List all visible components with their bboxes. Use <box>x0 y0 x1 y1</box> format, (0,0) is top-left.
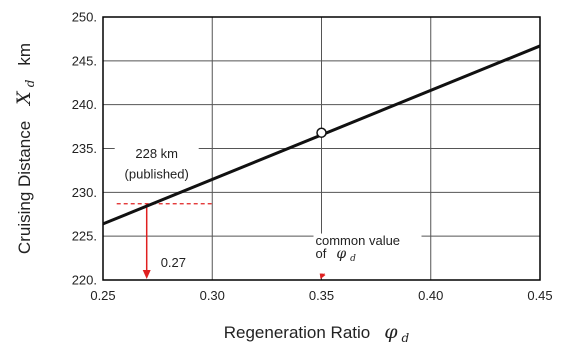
common-value-symbol-sub: d <box>350 254 356 264</box>
x-tick-labels: 0.25 0.30 0.35 0.40 0.45 <box>90 288 552 303</box>
published-label-note: (published) <box>125 167 189 182</box>
common-value-label: common value <box>316 233 401 248</box>
y-tick-label: 240. <box>72 97 97 112</box>
x-tick-label: 0.40 <box>418 288 443 303</box>
y-tick-label: 250. <box>72 10 97 25</box>
plot-frame <box>102 16 541 281</box>
x-tick-label: 0.45 <box>527 288 552 303</box>
y-tick-label: 230. <box>72 185 97 200</box>
x-tick-label: 0.30 <box>200 288 225 303</box>
x-tick-label: 0.25 <box>90 288 115 303</box>
x-axis-symbol: φ <box>384 321 398 343</box>
x-axis-symbol-sub: d <box>402 331 410 345</box>
y-axis-unit: km <box>15 43 34 66</box>
published-arrow-head <box>142 270 151 279</box>
y-tick-label: 220. <box>72 273 97 288</box>
published-label-value: 228 km <box>135 146 178 161</box>
x-axis-title: Regeneration Ratio φ d <box>224 321 410 345</box>
published-x-value: 0.27 <box>161 255 186 270</box>
y-axis-label: Cruising Distance <box>15 121 34 254</box>
marker-point <box>316 127 327 138</box>
x-tick-label: 0.35 <box>309 288 334 303</box>
y-axis-symbol: X <box>13 90 35 107</box>
y-axis-title: Cruising Distance X d km <box>13 43 38 254</box>
common-value-arrow-head <box>319 272 326 279</box>
published-label-background <box>114 145 199 184</box>
common-value-label-line2: of φ d <box>316 245 357 264</box>
y-tick-label: 245. <box>72 53 97 68</box>
y-tick-label: 225. <box>72 229 97 244</box>
common-value-label-background <box>313 233 422 274</box>
y-tick-labels: 220. 225. 230. 235. 240. 245. 250. <box>72 10 97 288</box>
common-value-symbol: φ <box>336 246 346 262</box>
y-axis-symbol-sub: d <box>23 79 37 87</box>
common-value-of: of <box>316 246 327 261</box>
x-axis-label: Regeneration Ratio <box>224 323 370 342</box>
y-tick-label: 235. <box>72 141 97 156</box>
